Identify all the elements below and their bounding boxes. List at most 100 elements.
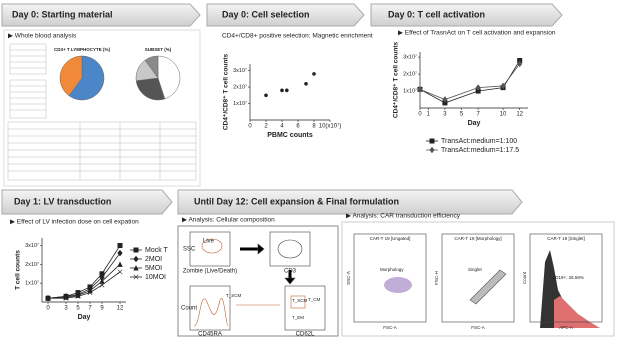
- plot-title: CAR-T 19 [Morphology]: [454, 236, 501, 241]
- y-tick-label: 3x10⁷: [233, 67, 247, 74]
- pie-title: SUBSET (%): [145, 47, 172, 52]
- x-tick-label: 5: [460, 112, 464, 118]
- plot-title: CAR-T 19 [Ungated]: [370, 236, 411, 241]
- x-tick-label: 12: [117, 306, 124, 312]
- y-tick-label: 3x10⁷: [25, 242, 39, 249]
- legend-marker: [133, 255, 139, 263]
- axis-label: APC-A: [559, 325, 573, 330]
- x-tick-label: 3: [443, 112, 447, 118]
- gate-label: T_SCM: [226, 293, 242, 298]
- x-axis-label: Day: [468, 120, 481, 127]
- pie-title: CD3+ T LYMPHOCYTE (%): [54, 47, 110, 52]
- axis: [249, 64, 330, 121]
- pie-slice: [135, 77, 166, 101]
- x-tick-label: 5: [76, 306, 80, 312]
- series-line: [48, 271, 121, 299]
- point: [304, 81, 308, 86]
- flow-plot: [529, 233, 603, 323]
- marker: [500, 82, 506, 90]
- axis-label: FSC-A: [383, 325, 397, 330]
- header: Day 1: LV transduction: [14, 196, 111, 206]
- gate-label: Morphology: [380, 267, 404, 272]
- subtitle: ▶ Analysis: CAR transduction efficiency: [346, 213, 461, 220]
- point: [264, 93, 268, 98]
- gate-label: T_SCM: [292, 298, 308, 303]
- series-line: [419, 60, 521, 104]
- x-tick-label: 7: [476, 112, 480, 118]
- marker: [117, 243, 123, 249]
- legend-marker: [133, 247, 139, 253]
- axis-label: CD3: [284, 269, 297, 275]
- subtitle: CD4+/CD8+ positive selection: Magnetic e…: [222, 33, 373, 40]
- marker: [117, 261, 123, 267]
- gate-label: CD19+: 26.59%: [552, 275, 584, 280]
- axis-label: FSC-A: [471, 325, 485, 330]
- legend-label: 10MOI: [145, 274, 166, 281]
- header: Day 0: Cell selection: [222, 9, 310, 19]
- axis-label: SSC-A: [346, 271, 351, 285]
- x-tick-label: 6: [296, 124, 300, 130]
- gate-label: T_CM: [308, 297, 321, 302]
- series-line: [47, 264, 121, 299]
- flow-plot: [353, 233, 427, 323]
- flow-plot: [441, 233, 515, 323]
- panel: [3, 29, 201, 187]
- axis-label: SSC: [183, 247, 196, 253]
- x-axis-label: PBMC counts: [267, 132, 313, 139]
- point: [280, 88, 284, 93]
- x-axis-label: Day: [78, 314, 91, 321]
- header: Day 0: T cell activation: [388, 9, 485, 19]
- marker: [475, 84, 481, 91]
- legend-marker: [133, 274, 139, 280]
- legend-label: Mock T: [145, 247, 169, 254]
- axis-label: FSC-H: [434, 271, 439, 285]
- marker: [99, 282, 105, 288]
- x-tick-label: 4: [280, 124, 284, 130]
- marker: [99, 278, 105, 284]
- y-tick-label: 1x10⁷: [403, 87, 417, 94]
- x-tick-label: 1: [427, 112, 431, 118]
- series-line: [47, 252, 121, 299]
- marker: [117, 249, 123, 257]
- x-tick-label: 0: [418, 112, 422, 118]
- gate-label: T_EM: [292, 315, 304, 320]
- legend-label: 2MOI: [145, 256, 162, 263]
- axis-label: CD45RA: [198, 332, 222, 338]
- gate-label: Singlet: [468, 267, 483, 272]
- axis: [419, 52, 528, 109]
- y-tick-label: 1x10⁷: [233, 100, 247, 107]
- y-tick-label: 3x10⁷: [403, 54, 417, 61]
- subtitle: ▶ Analysis: Cellular composition: [182, 217, 275, 224]
- plot-title: CAR-T 19 [Singlet]: [547, 236, 584, 241]
- headers: [1, 3, 563, 215]
- x-tick-label: 10: [500, 112, 507, 118]
- y-tick-label: 2x10⁷: [233, 84, 247, 91]
- axis-label: Count: [181, 306, 197, 312]
- axis: [41, 238, 126, 303]
- x-tick-label: 3: [64, 306, 68, 312]
- marker: [117, 269, 123, 275]
- legend-label: 5MOI: [145, 265, 162, 272]
- marker: [442, 96, 448, 103]
- flow-decor: [384, 250, 600, 328]
- pie-slice: [157, 55, 181, 100]
- subtitle: ▶ Effect of LV infection dose on cell ex…: [10, 219, 139, 226]
- subtitle: ▶ Effect of TrasnAct on T cell activatio…: [398, 30, 556, 37]
- gate-label: Live: [203, 239, 215, 245]
- y-axis-label: CD4⁺/CD8⁺ T cell counts: [223, 54, 230, 131]
- x-tick-label: 0: [248, 124, 252, 130]
- x-tick-label: 0: [46, 306, 50, 312]
- x-tick-label: 8: [312, 124, 316, 130]
- x-tick-label: 10(x10⁷): [319, 123, 342, 130]
- marker: [63, 295, 69, 301]
- y-tick-label: 2x10⁷: [25, 261, 39, 268]
- x-tick-label: 9: [100, 306, 104, 312]
- y-axis-label: T cell counts: [15, 250, 22, 290]
- point: [285, 88, 289, 93]
- y-tick-label: 1x10⁷: [25, 280, 39, 287]
- panel: [177, 225, 339, 337]
- y-tick-label: 2x10⁷: [403, 71, 417, 78]
- marker: [417, 86, 423, 93]
- pie-slice: [59, 55, 83, 97]
